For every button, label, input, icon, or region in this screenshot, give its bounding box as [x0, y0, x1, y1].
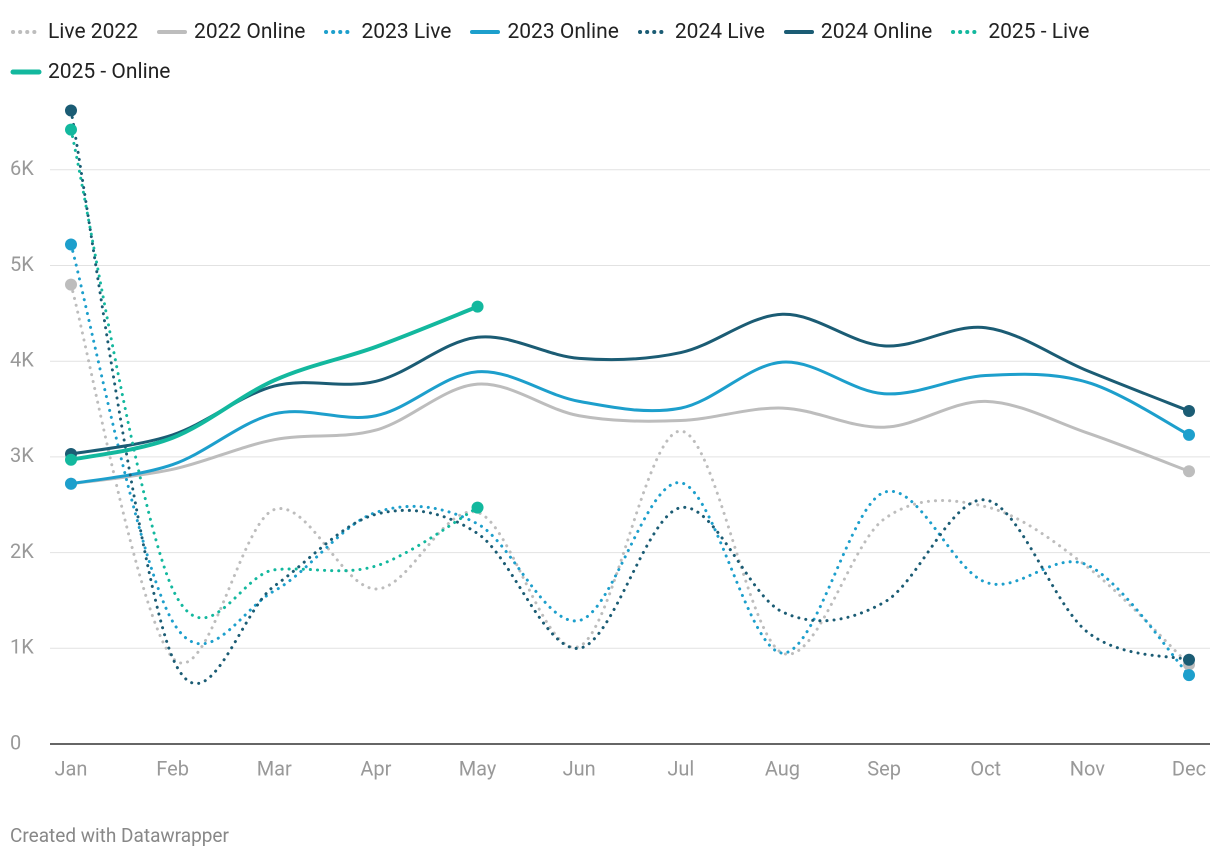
- line: [69, 108, 1191, 686]
- x-tick-label: Feb: [156, 756, 189, 780]
- legend-item: Live 2022: [10, 12, 138, 52]
- legend-item: 2023 Online: [469, 12, 619, 52]
- legend-label: 2025 - Online: [48, 60, 171, 84]
- legend-swatch: [157, 30, 188, 34]
- end-dot: [471, 300, 484, 313]
- end-dot: [1183, 669, 1195, 682]
- line: [69, 382, 1191, 486]
- legend-swatch: [783, 30, 814, 34]
- legend-item: 2023 Live: [323, 12, 451, 52]
- legend-swatch: [11, 30, 41, 34]
- legend: Live 2022 2022 Online 2023 Live 2023 Online…: [10, 12, 1180, 92]
- x-tick-label: Mar: [257, 756, 292, 780]
- end-dot: [65, 453, 77, 466]
- legend-swatch: [470, 30, 501, 34]
- x-tick-label: Sep: [867, 756, 901, 780]
- legend-swatch: [637, 30, 668, 34]
- x-tick-label: Dec: [1172, 756, 1206, 780]
- legend-label: 2024 Online: [820, 20, 933, 44]
- line: [69, 128, 480, 620]
- end-dot: [471, 501, 484, 514]
- end-dot: [1183, 465, 1195, 478]
- legend-label: 2023 Online: [507, 20, 619, 44]
- legend-item: 2025 - Live: [950, 12, 1089, 52]
- x-tick-label: May: [459, 756, 497, 780]
- legend-swatch: [10, 69, 42, 75]
- x-tick-label: Oct: [970, 756, 1001, 780]
- end-dot: [1183, 404, 1195, 417]
- credit: Created with Datawrapper: [10, 824, 229, 847]
- end-dot: [1183, 428, 1195, 441]
- y-tick-label: 4K: [10, 347, 34, 371]
- legend-item: 2022 Online: [156, 12, 305, 52]
- line: [69, 283, 1191, 667]
- legend-swatch: [324, 30, 355, 34]
- x-tick-label: Apr: [360, 756, 391, 780]
- end-dot: [65, 477, 77, 490]
- legend-item: 2024 Online: [783, 12, 932, 52]
- end-dot: [1183, 653, 1195, 666]
- legend-label: 2024 Live: [674, 20, 765, 44]
- line: [69, 312, 1191, 456]
- legend-item: 2024 Live: [637, 12, 765, 52]
- line: [69, 242, 1191, 677]
- legend-swatch: [951, 30, 982, 34]
- end-dot: [65, 123, 77, 136]
- legend-label: Live 2022: [48, 20, 139, 44]
- y-tick-label: 1K: [10, 635, 34, 659]
- x-tick-label: Jul: [667, 756, 694, 780]
- legend-label: 2025 - Live: [988, 20, 1090, 44]
- end-dot: [65, 238, 77, 251]
- legend-label: 2023 Live: [361, 20, 452, 44]
- x-tick-label: Aug: [765, 756, 800, 780]
- end-dot: [65, 104, 77, 117]
- y-tick-label: 5K: [10, 252, 34, 276]
- legend-item: 2025 - Online: [10, 52, 170, 92]
- x-tick-label: Jun: [563, 756, 596, 780]
- x-tick-label: Nov: [1070, 756, 1106, 780]
- x-tick-label: Jan: [55, 756, 88, 780]
- y-tick-label: 2K: [10, 539, 34, 563]
- y-tick-label: 3K: [10, 443, 34, 467]
- y-tick-label: 0: [10, 730, 21, 754]
- legend-label: 2022 Online: [194, 20, 306, 44]
- line: [69, 360, 1191, 486]
- line: [69, 304, 480, 462]
- end-dot: [65, 278, 77, 291]
- y-tick-label: 6K: [10, 156, 34, 180]
